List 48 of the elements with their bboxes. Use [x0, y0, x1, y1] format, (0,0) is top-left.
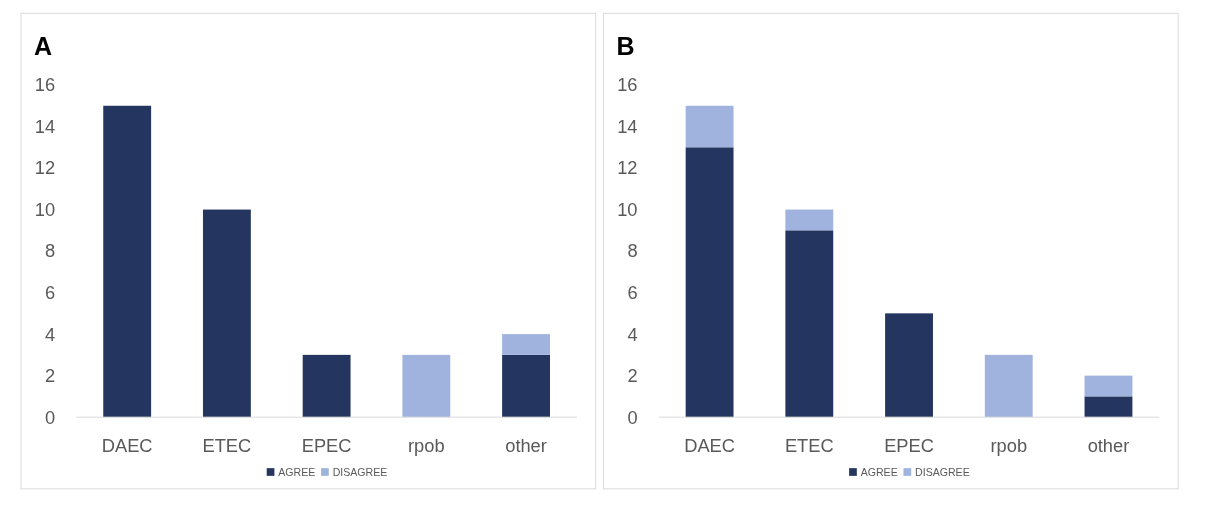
bar	[402, 354, 451, 418]
bar	[502, 354, 550, 418]
y-tick-label: 0	[44, 406, 56, 428]
x-tick-label: rpob	[990, 434, 1028, 456]
y-tick-label: 14	[617, 115, 638, 137]
chart-title: B	[616, 32, 635, 61]
x-tick-label: other	[1087, 434, 1130, 456]
x-tick-label: DAEC	[101, 434, 153, 456]
chart-title: A	[33, 32, 53, 61]
y-tick-label: 10	[34, 198, 56, 220]
x-tick-label: other	[505, 434, 547, 456]
bar	[885, 313, 933, 418]
y-tick-label: 14	[34, 115, 56, 137]
x-tick-label: ETEC	[202, 434, 252, 456]
bar	[103, 105, 152, 418]
bar	[685, 105, 734, 148]
y-tick-label: 16	[617, 74, 638, 96]
legend-label: AGREE	[278, 465, 316, 478]
bar	[984, 354, 1033, 418]
y-tick-label: 6	[627, 281, 638, 303]
bar	[1084, 396, 1133, 418]
x-tick-label: EPEC	[301, 434, 352, 456]
x-tick-label: ETEC	[784, 434, 834, 456]
x-tick-label: EPEC	[884, 434, 934, 456]
bar	[785, 230, 834, 418]
x-tick-label: rpob	[408, 434, 445, 456]
bar	[202, 209, 251, 418]
y-tick-label: 12	[34, 157, 56, 179]
y-tick-label: 6	[44, 281, 56, 303]
y-tick-label: 12	[617, 157, 638, 179]
y-tick-label: 8	[44, 240, 56, 262]
bar	[502, 334, 550, 355]
y-tick-label: 2	[44, 365, 56, 387]
y-tick-label: 4	[44, 323, 56, 345]
x-tick-label: DAEC	[684, 434, 735, 456]
legend-label: DISAGREE	[915, 465, 970, 478]
bar	[785, 209, 834, 231]
bar	[1084, 375, 1133, 397]
y-tick-label: 8	[627, 240, 638, 262]
y-tick-label: 0	[627, 406, 638, 428]
bar	[302, 354, 351, 418]
y-tick-label: 4	[627, 323, 638, 345]
y-tick-label: 2	[627, 365, 638, 387]
bar	[685, 147, 734, 418]
y-tick-label: 16	[34, 74, 56, 96]
legend-label: AGREE	[860, 465, 898, 478]
legend-label: DISAGREE	[332, 465, 388, 478]
y-tick-label: 10	[617, 198, 638, 220]
